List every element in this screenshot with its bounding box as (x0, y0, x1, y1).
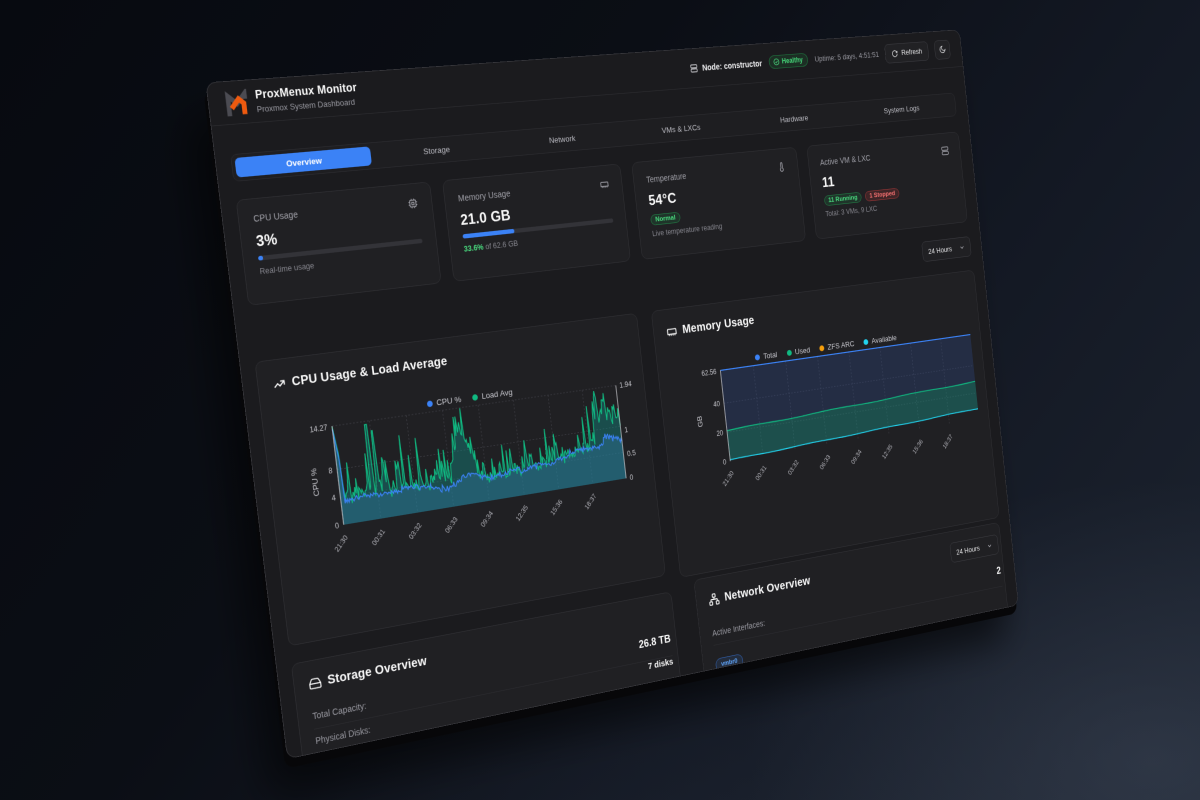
svg-text:00:31: 00:31 (370, 527, 387, 547)
svg-text:21:30: 21:30 (333, 533, 350, 553)
svg-text:20: 20 (716, 429, 724, 438)
svg-text:0: 0 (629, 473, 634, 482)
svg-text:14.27: 14.27 (309, 423, 328, 434)
svg-text:1.94: 1.94 (619, 380, 632, 390)
svg-text:18:37: 18:37 (941, 433, 954, 450)
svg-text:15:36: 15:36 (549, 498, 564, 517)
svg-text:09:34: 09:34 (479, 509, 495, 528)
svg-text:00:31: 00:31 (754, 464, 768, 482)
svg-text:0: 0 (723, 458, 728, 467)
svg-text:12:35: 12:35 (514, 503, 530, 522)
svg-text:GB: GB (695, 415, 704, 428)
svg-text:Load: Load (639, 422, 649, 441)
svg-text:21:30: 21:30 (721, 469, 735, 487)
svg-text:1: 1 (624, 425, 628, 434)
svg-text:15:36: 15:36 (911, 438, 924, 456)
svg-text:06:33: 06:33 (443, 515, 459, 535)
svg-text:4: 4 (331, 494, 337, 503)
svg-text:03:32: 03:32 (407, 521, 423, 541)
svg-text:62.56: 62.56 (701, 368, 717, 378)
svg-text:18:37: 18:37 (583, 492, 598, 511)
svg-text:06:33: 06:33 (818, 453, 832, 471)
svg-text:CPU %: CPU % (309, 467, 321, 497)
svg-text:0.5: 0.5 (627, 448, 637, 458)
svg-text:40: 40 (713, 400, 721, 409)
svg-text:12:35: 12:35 (881, 443, 894, 461)
svg-text:8: 8 (328, 466, 334, 475)
svg-text:0: 0 (335, 521, 341, 530)
svg-text:09:34: 09:34 (850, 448, 863, 466)
svg-text:03:32: 03:32 (786, 458, 800, 476)
